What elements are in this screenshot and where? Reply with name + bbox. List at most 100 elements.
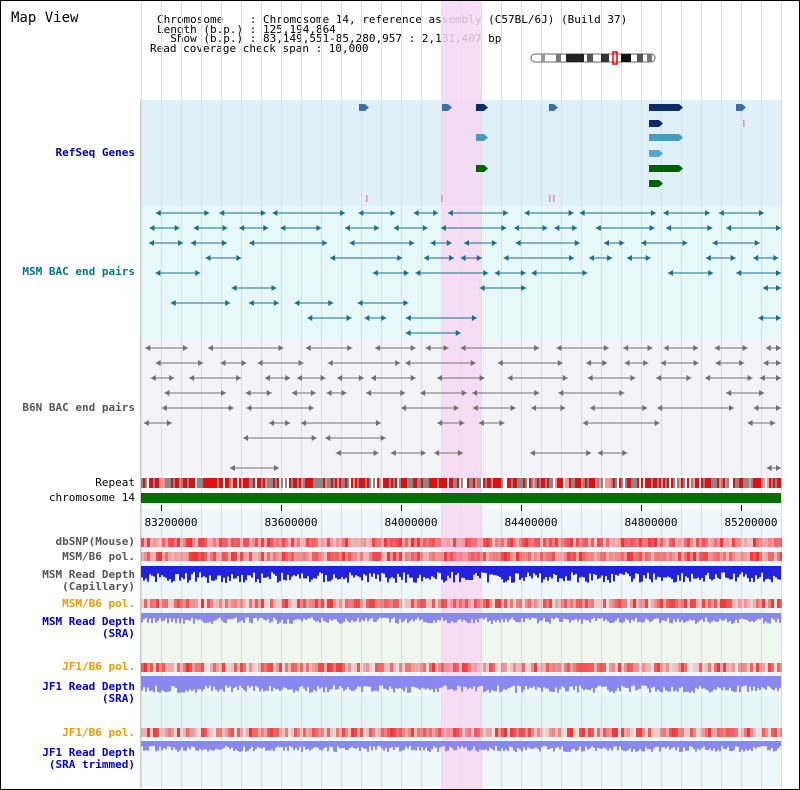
polymorphism-cell [216,599,219,608]
read-depth-bar [501,741,503,749]
polymorphism-cell [276,599,279,608]
read-depth-bar [389,676,391,687]
polymorphism-cell [759,599,762,608]
read-depth-bar [511,676,513,687]
read-depth-bar [261,741,263,749]
polymorphism-cell [519,599,522,608]
bac-end-marker [380,435,386,441]
polymorphism-cell [150,728,153,737]
polymorphism-cell [516,599,519,608]
read-depth-bar [393,741,395,750]
read-depth-bar [407,566,409,575]
repeat-segment [541,478,543,488]
refseq-gene [476,134,484,141]
read-depth-bar [485,613,487,618]
polymorphism-cell [315,599,318,608]
polymorphism-cell [156,552,159,561]
read-depth-bar [229,613,231,620]
polymorphism-cell [615,599,618,608]
polymorphism-cell [774,663,777,672]
polymorphism-cell [618,538,621,547]
polymorphism-cell [162,552,165,561]
polymorphism-cell [339,599,342,608]
read-depth-bar [179,676,181,693]
read-depth-bar [615,566,617,575]
read-depth-bar [757,741,759,748]
polymorphism-cell [642,552,645,561]
bac-end-marker [193,225,199,231]
polymorphism-cell [363,538,366,547]
read-depth-bar [171,741,173,750]
bac-end-marker [666,225,672,231]
read-depth-bar [661,741,663,748]
read-depth-bar [193,566,195,573]
polymorphism-cell [540,599,543,608]
read-depth-bar [383,566,385,574]
read-depth-bar [675,566,677,582]
read-depth-bar [473,566,475,575]
read-depth-bar [539,566,541,574]
repeat-segment [333,478,335,488]
bac-end-marker [189,375,195,381]
polymorphism-cell [402,538,405,547]
polymorphism-cell [774,538,777,547]
read-depth-bar [493,613,495,621]
polymorphism-cell [321,728,324,737]
repeat-segment [305,478,307,488]
polymorphism-cell [705,663,708,672]
ideogram-band [647,54,652,62]
read-depth-bar [249,741,251,750]
polymorphism-cell [255,728,258,737]
bac-end-marker [626,255,632,261]
read-depth-bar [745,741,747,750]
polymorphism-cell [174,552,177,561]
repeat-segment [603,478,605,488]
read-depth-bar [231,676,233,693]
read-depth-bar [709,613,711,624]
repeat-segment [501,478,503,488]
repeat-segment [637,478,639,488]
bac-end-marker [729,405,735,411]
read-depth-bar [563,741,565,752]
read-depth-bar [541,741,543,747]
repeat-segment [447,478,449,488]
polymorphism-cell [642,663,645,672]
selected-region-highlight [441,1,481,789]
repeat-segment [681,478,683,488]
msm-bac-pairs [148,210,781,336]
read-depth-bar [377,741,379,747]
bac-end-marker [582,270,588,276]
read-depth-bar [525,613,527,619]
read-depth-bar [607,613,609,622]
read-depth-bar [433,566,435,578]
polymorphism-cell [594,599,597,608]
repeat-segment [677,478,679,488]
polymorphism-cell [282,538,285,547]
read-depth-bar [467,676,469,690]
read-depth-bar [255,613,257,618]
read-depth-bar [269,613,271,623]
read-depth-bar [169,613,171,619]
polymorphism-cell [657,599,660,608]
read-depth-bar [713,613,715,621]
polymorphism-cell [480,538,483,547]
read-depth-bar [645,741,647,748]
read-depth-bar [289,676,291,690]
bac-end-marker [170,300,176,306]
bac-end-marker [776,315,781,321]
read-depth-bar [317,676,319,687]
bac-end-marker [269,420,275,426]
bac-end-marker [169,375,175,381]
read-depth-bar [153,613,155,619]
bac-end-marker [521,285,527,291]
polymorphism-cell [423,552,426,561]
polymorphism-cell [579,599,582,608]
axis-tick-label: 84400000 [505,516,558,529]
read-depth-bar [615,741,617,747]
polymorphism-cell [390,599,393,608]
polymorphism-cell [579,538,582,547]
read-depth-bar [507,741,509,752]
repeat-segment [717,478,719,488]
